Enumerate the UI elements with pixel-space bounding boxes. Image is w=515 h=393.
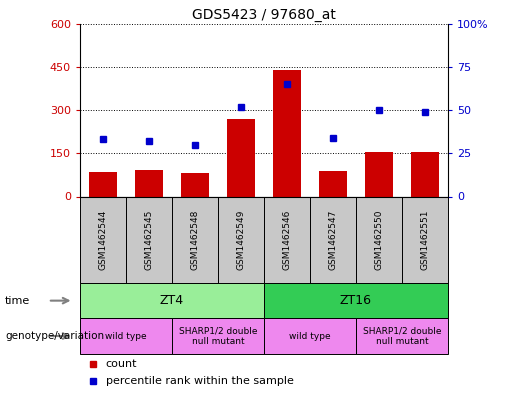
Text: time: time	[5, 296, 30, 306]
Text: ZT4: ZT4	[160, 294, 184, 307]
Text: GDS5423 / 97680_at: GDS5423 / 97680_at	[192, 8, 336, 22]
Text: GSM1462546: GSM1462546	[282, 209, 291, 270]
Text: GSM1462547: GSM1462547	[329, 209, 337, 270]
Text: GSM1462549: GSM1462549	[236, 209, 246, 270]
Bar	[227, 119, 255, 196]
Text: SHARP1/2 double
null mutant: SHARP1/2 double null mutant	[179, 326, 257, 346]
Text: GSM1462548: GSM1462548	[191, 209, 199, 270]
Bar	[264, 318, 356, 354]
Bar	[172, 196, 218, 283]
Bar	[273, 70, 301, 196]
Text: GSM1462551: GSM1462551	[421, 209, 430, 270]
Bar	[356, 318, 448, 354]
Text: percentile rank within the sample: percentile rank within the sample	[106, 376, 294, 386]
Bar	[89, 172, 116, 196]
Bar	[80, 283, 264, 318]
Bar	[411, 152, 439, 196]
Bar	[181, 173, 209, 196]
Bar	[402, 196, 448, 283]
Bar	[264, 196, 310, 283]
Bar	[135, 170, 163, 196]
Text: ZT16: ZT16	[340, 294, 372, 307]
Bar	[80, 318, 172, 354]
Bar	[319, 171, 347, 196]
Bar	[80, 196, 126, 283]
Text: wild type: wild type	[105, 332, 147, 340]
Text: GSM1462550: GSM1462550	[374, 209, 384, 270]
Bar	[356, 196, 402, 283]
Text: count: count	[106, 358, 137, 369]
Bar	[264, 283, 448, 318]
Text: GSM1462544: GSM1462544	[98, 209, 107, 270]
Bar	[310, 196, 356, 283]
Text: wild type: wild type	[289, 332, 331, 340]
Text: SHARP1/2 double
null mutant: SHARP1/2 double null mutant	[363, 326, 441, 346]
Bar	[126, 196, 172, 283]
Bar	[218, 196, 264, 283]
Text: genotype/variation: genotype/variation	[5, 331, 104, 341]
Bar	[365, 152, 393, 196]
Bar	[172, 318, 264, 354]
Text: GSM1462545: GSM1462545	[144, 209, 153, 270]
